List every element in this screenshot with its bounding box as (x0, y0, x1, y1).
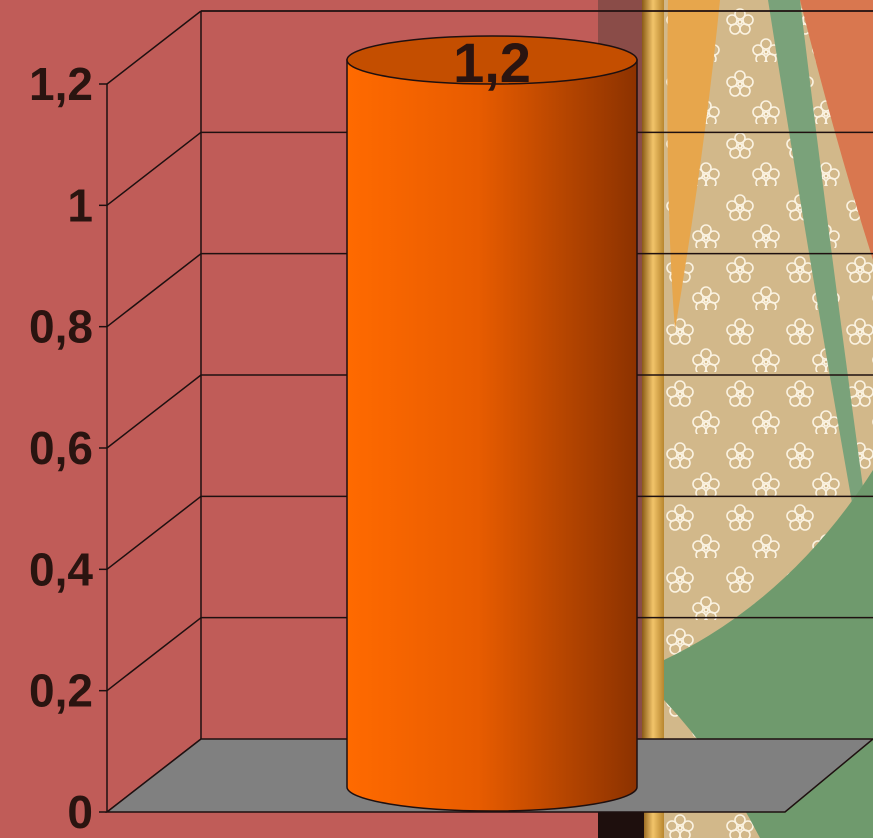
data-label: 1,2 (453, 31, 531, 94)
side-wall-gridline (106, 253, 202, 328)
y-tick-label: 1,2 (29, 58, 93, 110)
gold-strip (642, 0, 664, 838)
bars (346, 35, 638, 812)
coral-ribbon (800, 0, 873, 260)
side-wall-gridline (106, 131, 202, 206)
y-axis: 0 0,2 0,4 0,6 0,8 1 1,2 (29, 58, 108, 838)
data-labels: 1,2 (453, 31, 531, 94)
side-wall-gridline (106, 10, 202, 85)
bar-top (346, 35, 638, 85)
bar (346, 35, 638, 812)
y-tick-label: 1 (67, 179, 93, 231)
y-tick-label: 0,8 (29, 301, 93, 353)
y-tick-label: 0,2 (29, 665, 93, 717)
y-tick-label: 0 (67, 786, 93, 838)
side-wall-gridline (106, 374, 202, 449)
y-tick-label: 0,6 (29, 422, 93, 474)
y-tick-label: 0,4 (29, 543, 93, 595)
green-ribbon-top (768, 0, 873, 620)
side-wall-gridline (106, 495, 202, 570)
orange-ribbon (667, 0, 720, 330)
background-decoration (598, 0, 873, 838)
bar-body (346, 59, 638, 812)
side-wall-gridline (106, 617, 202, 692)
